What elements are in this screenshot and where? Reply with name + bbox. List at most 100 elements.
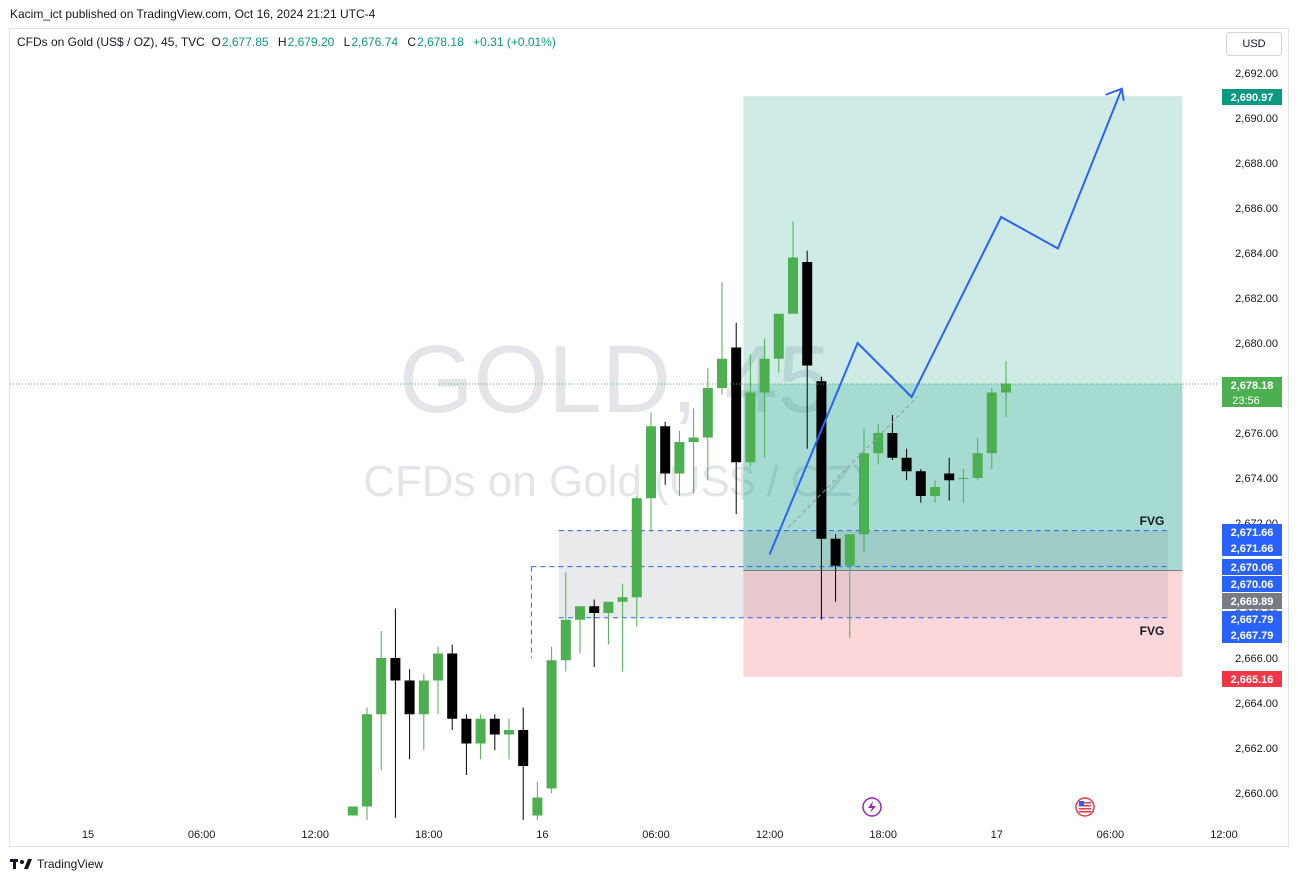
stop-price-tag-bg xyxy=(1222,671,1282,687)
candle-body xyxy=(859,453,869,535)
candle-body xyxy=(773,313,784,359)
candle xyxy=(347,806,358,816)
candle xyxy=(958,469,969,503)
candle xyxy=(475,714,486,760)
target-price-tag: 2,690.97 xyxy=(1222,89,1282,105)
candle xyxy=(717,282,727,395)
last-price-tag-text: 2,678.18 xyxy=(1231,380,1274,392)
plot-area: GOLD, 45 CFDs on Gold (US$ / OZ) FVG FVG xyxy=(10,87,1218,820)
fvg-bottom-tag-1-text: 2,667.79 xyxy=(1231,614,1274,626)
candle-body xyxy=(788,257,798,314)
projection-path xyxy=(768,88,1123,555)
candle-body xyxy=(532,797,543,816)
candle-body xyxy=(603,601,614,613)
fvg-mid-tag-1-text: 2,670.06 xyxy=(1231,562,1274,574)
candle-body xyxy=(844,534,855,566)
candle-body xyxy=(461,718,472,744)
candle-body xyxy=(475,718,486,744)
y-tick-label: 2,690.00 xyxy=(1235,113,1278,125)
candle-body xyxy=(816,381,827,539)
fvg-mid-tag-1: 2,670.06 xyxy=(1222,559,1282,575)
candle xyxy=(404,669,415,760)
candle-body xyxy=(418,680,429,715)
change-value: +0.31 (+0.01%) xyxy=(473,35,556,49)
candle xyxy=(944,457,955,501)
candle xyxy=(859,428,869,553)
fvg-bottom-tag-2: 2,667.79 xyxy=(1222,627,1282,643)
x-tick-label: 18:00 xyxy=(869,829,897,841)
candle-body xyxy=(589,606,600,613)
candle xyxy=(830,534,841,602)
fvg-top-tag-2: 2,671.66 xyxy=(1222,540,1282,556)
currency-button[interactable]: USD xyxy=(1226,32,1282,56)
x-tick-label: 18:00 xyxy=(415,829,443,841)
fvg-mid-tag-2-bg xyxy=(1222,576,1282,592)
candle-body xyxy=(1001,383,1011,393)
tradingview-logo-text: TradingView xyxy=(37,857,104,871)
candle-body xyxy=(717,358,727,388)
candle-body xyxy=(362,714,372,807)
x-tick-label: 06:00 xyxy=(1097,829,1125,841)
candle xyxy=(788,221,798,314)
symbol-title[interactable]: CFDs on Gold (US$ / OZ), 45, TVC xyxy=(17,35,205,49)
candle xyxy=(802,250,813,449)
candle xyxy=(1001,361,1011,418)
us-flag-event-icon[interactable] xyxy=(1075,797,1095,817)
candle-body xyxy=(631,498,642,598)
x-tick-label: 12:00 xyxy=(756,829,784,841)
ohlc-legend: CFDs on Gold (US$ / OZ), 45, TVC O2,677.… xyxy=(17,35,562,49)
candle-body xyxy=(901,457,912,472)
candle xyxy=(674,430,685,496)
x-tick-label: 06:00 xyxy=(188,829,216,841)
stop-price-tag: 2,665.16 xyxy=(1222,671,1282,687)
candle-body xyxy=(518,730,529,766)
y-tick-label: 2,662.00 xyxy=(1235,743,1278,755)
candle-body xyxy=(660,426,671,474)
candle-body xyxy=(617,597,628,602)
y-tick-label: 2,682.00 xyxy=(1235,293,1278,305)
y-tick-label: 2,674.00 xyxy=(1235,473,1278,485)
candle xyxy=(844,534,855,638)
fvg-top-tag-1-text: 2,671.66 xyxy=(1231,527,1274,539)
candle-body xyxy=(745,392,756,463)
candle-body xyxy=(759,358,770,393)
y-tick-label: 2,660.00 xyxy=(1235,788,1278,800)
target-price-tag-bg xyxy=(1222,89,1282,105)
candle xyxy=(390,608,401,818)
candle-body xyxy=(958,478,969,479)
candle xyxy=(504,718,514,760)
entry-price-tag-bg xyxy=(1222,593,1282,609)
lightning-event-icon[interactable] xyxy=(862,797,882,817)
candle xyxy=(773,313,784,373)
candle xyxy=(489,714,500,751)
fvg-bottom-tag-1-bg xyxy=(1222,611,1282,627)
high-value: 2,679.20 xyxy=(287,35,335,49)
tradingview-logo[interactable]: TradingView xyxy=(10,857,103,871)
candle-body xyxy=(646,426,656,499)
open-value: 2,677.85 xyxy=(221,35,269,49)
candle xyxy=(646,412,656,532)
candle xyxy=(532,781,543,820)
last-price-tag-countdown: 23:56 xyxy=(1232,395,1260,407)
candle-body xyxy=(986,392,997,454)
fvg-top-tag-1-bg xyxy=(1222,524,1282,540)
candle xyxy=(617,583,628,672)
fvg-top-tag-2-text: 2,671.66 xyxy=(1231,543,1274,555)
y-tick-label: 2,676.00 xyxy=(1235,428,1278,440)
fvg-top-tag-2-bg xyxy=(1222,540,1282,556)
x-tick-label: 15 xyxy=(82,829,94,841)
candle xyxy=(930,480,940,503)
close-label: C xyxy=(407,35,417,49)
y-tick-label: 2,684.00 xyxy=(1235,248,1278,260)
candle xyxy=(589,599,600,667)
close-value: 2,678.18 xyxy=(417,35,464,49)
fvg-bottom-tag-2-text: 2,667.79 xyxy=(1231,630,1274,642)
fvg-label-bottom: FVG xyxy=(1140,624,1165,638)
publisher-caption: Kacim_ict published on TradingView.com, … xyxy=(10,7,376,21)
candle xyxy=(376,631,387,771)
watermark-description: CFDs on Gold (US$ / OZ) xyxy=(363,457,867,506)
candle-body xyxy=(447,653,458,719)
fvg-bottom-tag-2-bg xyxy=(1222,627,1282,643)
candle-body xyxy=(702,388,713,438)
